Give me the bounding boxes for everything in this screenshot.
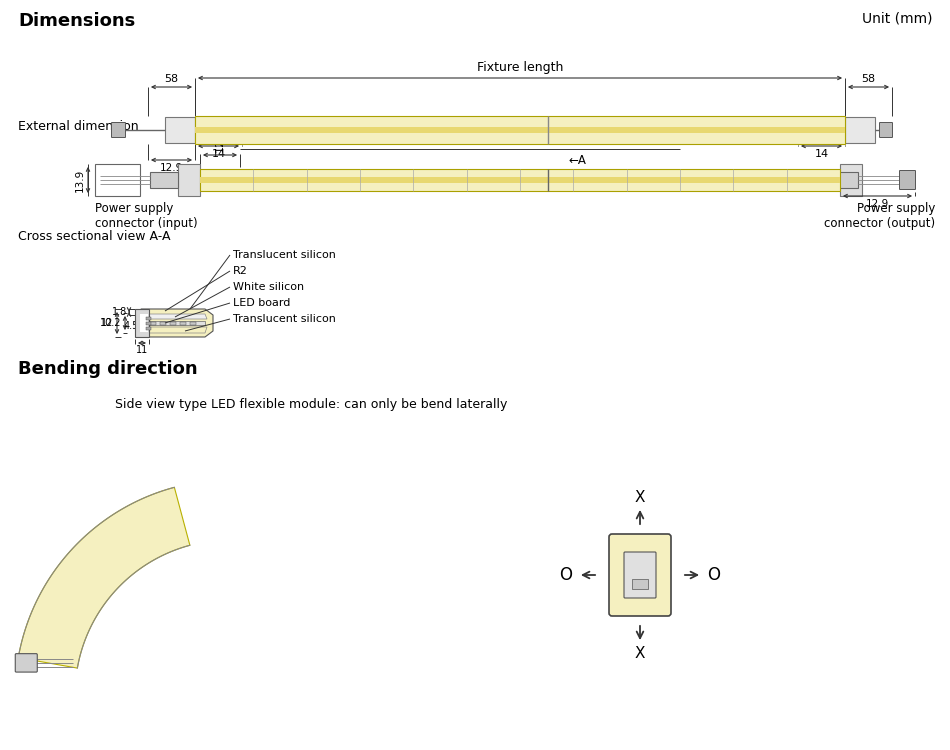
FancyBboxPatch shape <box>624 552 656 598</box>
Text: White silicon: White silicon <box>233 282 304 292</box>
Text: 10.2: 10.2 <box>100 318 121 328</box>
Polygon shape <box>18 488 190 668</box>
Polygon shape <box>141 309 213 337</box>
Text: 1.8: 1.8 <box>112 307 127 317</box>
Text: Translucent silicon: Translucent silicon <box>233 314 336 324</box>
Text: 58: 58 <box>164 74 179 84</box>
Text: Unit block of 50mm: Unit block of 50mm <box>459 134 581 147</box>
Text: 12.9: 12.9 <box>865 199 889 209</box>
Text: 11: 11 <box>136 345 148 355</box>
Bar <box>95 164 140 196</box>
FancyBboxPatch shape <box>15 654 37 672</box>
Text: 14: 14 <box>212 149 225 159</box>
Polygon shape <box>147 327 207 333</box>
Text: 12: 12 <box>215 138 225 152</box>
Text: LED board: LED board <box>233 298 291 308</box>
Text: Side view type LED flexible module: can only be bend laterally: Side view type LED flexible module: can … <box>115 398 507 411</box>
Text: Translucent silicon: Translucent silicon <box>233 250 336 260</box>
Text: Fixture length: Fixture length <box>477 61 563 74</box>
Text: 11: 11 <box>200 124 210 136</box>
Text: X: X <box>635 490 645 505</box>
Bar <box>150 172 178 188</box>
FancyBboxPatch shape <box>900 170 916 190</box>
Text: Bending direction: Bending direction <box>18 360 198 378</box>
Bar <box>147 321 205 325</box>
Text: ←A: ←A <box>580 121 598 134</box>
Text: 58: 58 <box>862 74 876 84</box>
Text: 4.5: 4.5 <box>124 321 139 331</box>
Text: Cross sectional view A-A: Cross sectional view A-A <box>18 230 170 243</box>
FancyBboxPatch shape <box>111 122 125 137</box>
Bar <box>146 326 151 329</box>
Bar <box>178 164 200 196</box>
Polygon shape <box>147 314 207 319</box>
Bar <box>840 164 862 196</box>
Text: 14: 14 <box>814 149 828 159</box>
Text: Power supply
connector (output): Power supply connector (output) <box>824 202 935 230</box>
FancyBboxPatch shape <box>609 534 671 616</box>
Text: Power supply
connector (input): Power supply connector (input) <box>95 202 198 230</box>
Bar <box>135 309 149 337</box>
Bar <box>195 127 845 133</box>
Text: O: O <box>560 566 573 584</box>
Bar <box>165 117 195 143</box>
Bar <box>632 579 648 589</box>
Text: Unit (mm): Unit (mm) <box>862 12 932 26</box>
Bar <box>140 314 148 332</box>
Bar <box>180 322 186 325</box>
Bar <box>200 177 840 183</box>
Bar <box>160 322 166 325</box>
Text: ←A: ←A <box>568 154 586 167</box>
Bar <box>146 322 151 325</box>
Bar <box>830 172 858 188</box>
Bar <box>195 116 845 144</box>
Text: 13.9: 13.9 <box>75 169 85 192</box>
Text: O: O <box>708 566 720 584</box>
Bar <box>190 322 196 325</box>
Bar <box>150 322 156 325</box>
Text: 12: 12 <box>101 318 113 328</box>
Text: R2: R2 <box>233 266 248 276</box>
FancyBboxPatch shape <box>880 122 892 137</box>
Text: X: X <box>635 646 645 661</box>
Text: External dimension: External dimension <box>18 119 139 133</box>
Bar <box>170 322 176 325</box>
Text: 12.9: 12.9 <box>160 163 183 173</box>
Bar <box>146 316 151 320</box>
Text: Dimensions: Dimensions <box>18 12 135 30</box>
Bar <box>845 117 875 143</box>
Bar <box>200 169 840 191</box>
